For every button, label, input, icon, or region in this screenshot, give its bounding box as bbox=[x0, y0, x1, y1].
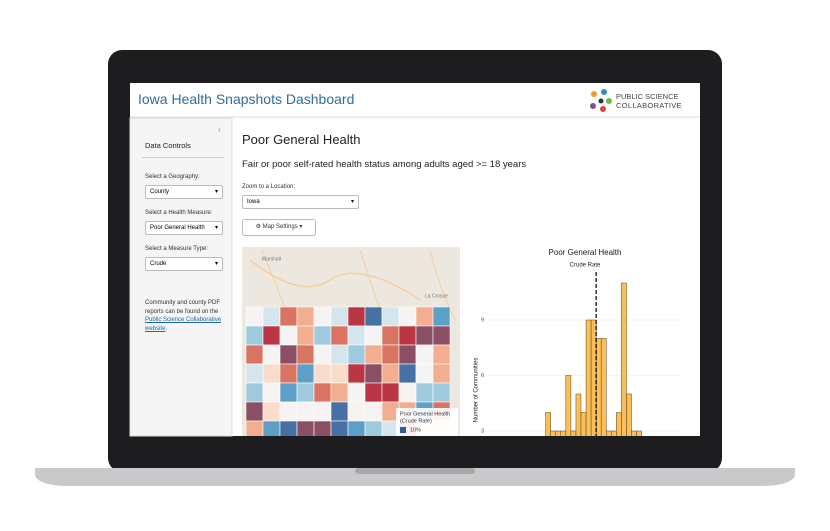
sidebar-heading: Data Controls bbox=[145, 141, 191, 150]
rule bbox=[142, 157, 224, 158]
select[interactable]: Iowa bbox=[242, 195, 359, 209]
select[interactable]: Crude bbox=[145, 257, 223, 271]
logo-text: PUBLIC SCIENCE COLLABORATIVE bbox=[616, 92, 682, 110]
map-settings-button[interactable]: ⚙ Map Settings ▾ bbox=[242, 219, 316, 236]
control-label: Select a Health Measure: bbox=[145, 210, 213, 216]
note: Community and county PDF reports can be … bbox=[145, 299, 227, 333]
logo-line: COLLABORATIVE bbox=[616, 101, 682, 110]
note-end: . bbox=[165, 325, 168, 332]
page-subtitle: Fair or poor self-rated health status am… bbox=[242, 159, 527, 170]
select[interactable]: Poor General Health bbox=[145, 221, 223, 235]
control-label: Select a Geography: bbox=[145, 174, 200, 180]
button-label: Map Settings bbox=[262, 224, 298, 230]
zoom-label: Zoom to a Location: bbox=[242, 184, 296, 190]
base bbox=[35, 468, 795, 486]
logo-icon bbox=[590, 89, 612, 112]
app-title: Iowa Health Snapshots Dashboard bbox=[138, 91, 355, 107]
logo-line: PUBLIC SCIENCE bbox=[616, 92, 679, 101]
select[interactable]: County bbox=[145, 185, 223, 199]
link[interactable]: Public Science Collaborative website bbox=[145, 317, 222, 332]
sidebar-bg bbox=[129, 117, 233, 437]
control-label: Select a Measure Type: bbox=[145, 246, 208, 252]
notch bbox=[355, 468, 475, 474]
page-title: Poor General Health bbox=[242, 132, 361, 147]
collapse-button[interactable]: ‹ bbox=[218, 125, 221, 134]
note-text: Community and county PDF reports can be … bbox=[145, 300, 221, 315]
